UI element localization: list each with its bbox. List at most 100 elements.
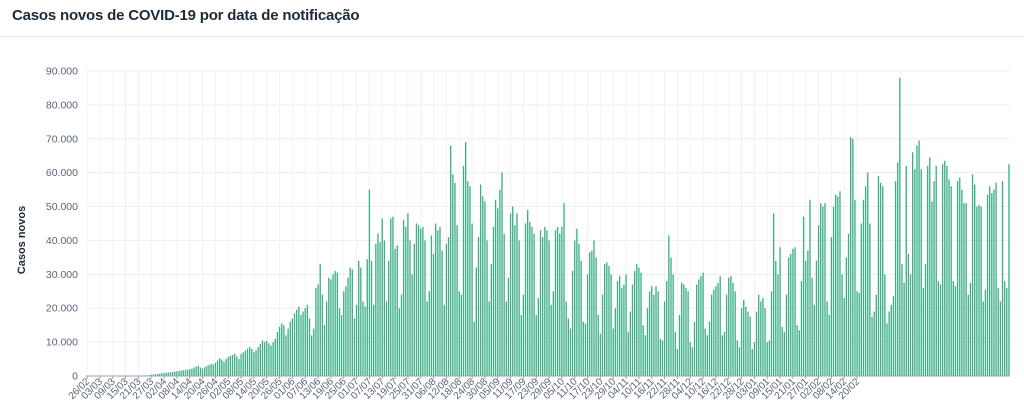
bar[interactable] [293, 313, 296, 376]
bar[interactable] [897, 162, 899, 377]
bar[interactable] [854, 199, 856, 376]
bar[interactable] [929, 157, 931, 376]
bar[interactable] [659, 338, 661, 376]
bar[interactable] [565, 301, 567, 376]
bar[interactable] [370, 260, 373, 376]
bar[interactable] [762, 298, 764, 376]
bar[interactable] [559, 233, 561, 376]
bar[interactable] [676, 348, 679, 376]
bar[interactable] [450, 145, 452, 376]
bar[interactable] [894, 181, 897, 376]
bar[interactable] [965, 203, 967, 376]
bar[interactable] [180, 370, 182, 376]
bar[interactable] [837, 196, 839, 376]
bar[interactable] [604, 264, 606, 376]
bar[interactable] [597, 315, 599, 376]
bar[interactable] [657, 291, 659, 376]
bar[interactable] [787, 257, 790, 376]
bar[interactable] [428, 291, 430, 376]
bar[interactable] [488, 301, 490, 376]
bar[interactable] [939, 284, 942, 377]
bar[interactable] [734, 291, 736, 376]
bar[interactable] [698, 279, 700, 376]
bar[interactable] [864, 186, 867, 376]
bar[interactable] [392, 216, 394, 376]
bar[interactable] [321, 294, 324, 376]
bar[interactable] [447, 237, 450, 376]
bar[interactable] [242, 352, 244, 376]
bar[interactable] [176, 371, 178, 376]
bar[interactable] [469, 186, 471, 376]
bar[interactable] [195, 366, 197, 376]
bar[interactable] [963, 203, 965, 376]
bar[interactable] [248, 346, 251, 376]
bar[interactable] [882, 186, 884, 376]
bar[interactable] [420, 228, 422, 376]
bar[interactable] [661, 340, 664, 376]
bar[interactable] [800, 281, 803, 376]
bar[interactable] [514, 225, 516, 376]
bar[interactable] [535, 315, 537, 376]
bar[interactable] [903, 282, 905, 376]
bar[interactable] [527, 209, 529, 376]
bar[interactable] [375, 243, 377, 376]
bar[interactable] [325, 301, 328, 376]
bar[interactable] [593, 240, 595, 376]
bar[interactable] [772, 213, 775, 376]
bar[interactable] [379, 242, 381, 376]
bar[interactable] [873, 311, 875, 376]
bar[interactable] [266, 340, 268, 376]
bar[interactable] [952, 281, 954, 376]
bar[interactable] [890, 304, 892, 376]
bar[interactable] [231, 354, 234, 376]
bar[interactable] [462, 165, 465, 376]
bar[interactable] [621, 287, 623, 376]
bar[interactable] [313, 328, 315, 376]
bar[interactable] [377, 233, 379, 376]
bar[interactable] [182, 370, 184, 376]
bar[interactable] [475, 267, 478, 376]
bar[interactable] [482, 196, 484, 376]
bar[interactable] [437, 230, 439, 376]
bar[interactable] [702, 272, 704, 376]
bar[interactable] [298, 306, 300, 376]
bar[interactable] [169, 372, 172, 376]
bar[interactable] [719, 276, 721, 376]
bar[interactable] [484, 201, 486, 376]
bar[interactable] [655, 286, 657, 376]
bar[interactable] [308, 318, 311, 376]
bar[interactable] [460, 294, 463, 376]
bar[interactable] [554, 230, 557, 376]
bar[interactable] [997, 287, 999, 376]
bar[interactable] [571, 270, 574, 376]
bar[interactable] [507, 277, 510, 376]
bar[interactable] [454, 182, 456, 376]
bar[interactable] [689, 342, 691, 376]
bar[interactable] [924, 264, 927, 376]
bar[interactable] [888, 311, 890, 376]
bar[interactable] [640, 272, 642, 376]
bar[interactable] [550, 304, 552, 376]
bar[interactable] [362, 301, 364, 376]
bar[interactable] [678, 315, 681, 376]
bar[interactable] [212, 364, 214, 376]
bar[interactable] [255, 350, 257, 376]
bar[interactable] [351, 269, 353, 376]
bar[interactable] [586, 274, 589, 376]
bar[interactable] [317, 284, 319, 377]
bar[interactable] [338, 308, 341, 376]
bar[interactable] [204, 367, 206, 376]
bar[interactable] [268, 343, 270, 376]
bar[interactable] [777, 274, 779, 376]
bar[interactable] [548, 240, 550, 376]
bar[interactable] [236, 356, 238, 376]
bar[interactable] [606, 262, 608, 376]
bar[interactable] [993, 189, 995, 376]
bar[interactable] [246, 348, 249, 376]
bar[interactable] [725, 294, 728, 376]
bar[interactable] [747, 311, 749, 376]
bar[interactable] [954, 286, 957, 376]
bar[interactable] [886, 323, 888, 376]
bar[interactable] [828, 315, 830, 376]
bar[interactable] [189, 369, 191, 376]
